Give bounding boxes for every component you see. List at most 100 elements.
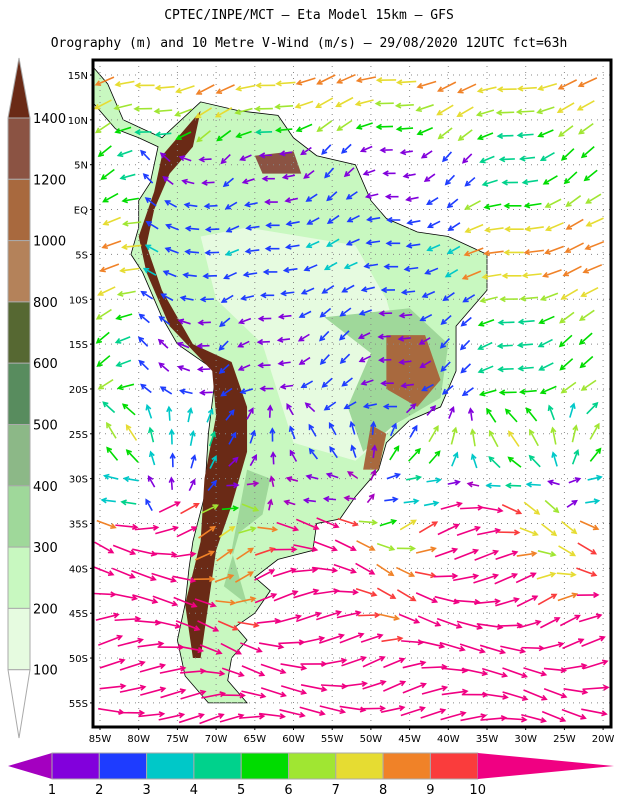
wind-arrow	[537, 593, 558, 606]
lon-tick-label: 70W	[205, 734, 228, 745]
wind-arrow	[426, 404, 437, 416]
wind-arrow	[93, 566, 115, 577]
wind-arrow	[440, 361, 451, 372]
wind-arrow	[284, 243, 300, 250]
wind-arrow	[508, 430, 520, 447]
wind-arrow	[476, 86, 497, 94]
wind-arrow	[398, 613, 421, 624]
wind-arrow	[362, 655, 386, 668]
wind-arrow	[140, 686, 167, 696]
wind-label: 3	[142, 783, 150, 798]
wind-arrow	[134, 82, 155, 89]
wind-arrow	[481, 179, 498, 187]
wind-arrow	[241, 665, 266, 677]
wind-arrow	[118, 709, 146, 717]
wind-arrow	[245, 224, 260, 231]
wind-arrow	[275, 80, 296, 87]
wind-arrow	[366, 216, 381, 223]
wind-arrow	[444, 268, 459, 278]
wind-arrow	[437, 523, 460, 536]
lat-tick-label: 20S	[69, 385, 88, 396]
wind-arrow	[564, 242, 584, 253]
wind-arrow	[285, 220, 300, 227]
wind-arrow	[485, 482, 501, 489]
wind-arrow	[582, 684, 610, 691]
wind-arrow	[537, 129, 554, 138]
wind-label: 5	[237, 783, 245, 798]
wind-arrow	[339, 330, 350, 341]
wind-arrow	[166, 405, 173, 421]
wind-arrow	[398, 312, 413, 319]
wind-arrow	[193, 575, 216, 583]
wind-arrow	[115, 523, 139, 530]
wind-arrow	[350, 444, 357, 458]
wind-arrow	[376, 542, 396, 552]
wind-arrow	[119, 660, 146, 671]
wind-arrow	[581, 708, 608, 717]
wind-arrow	[194, 550, 215, 561]
wind-arrow	[395, 125, 414, 133]
colorbar-swatch	[7, 117, 31, 180]
wind-arrow	[137, 640, 165, 648]
wind-arrow	[196, 130, 211, 143]
wind-label: 10	[469, 783, 486, 798]
wind-arrow	[273, 590, 299, 602]
wind-arrow	[122, 476, 139, 483]
map-frame	[91, 58, 613, 729]
wind-arrow	[215, 84, 235, 94]
wind-arrow	[400, 706, 426, 717]
wind-arrow	[319, 705, 347, 715]
wind-arrow	[131, 569, 157, 582]
wind-arrow	[516, 550, 538, 557]
wind-arrow	[561, 520, 578, 535]
wind-arrow	[581, 635, 606, 648]
wind-arrow	[234, 107, 253, 115]
wind-arrow	[326, 191, 338, 202]
lon-tick-label: 35W	[476, 734, 499, 745]
wind-arrow	[525, 481, 541, 488]
wind-arrow	[145, 403, 153, 419]
wind-arrow	[415, 592, 439, 604]
wind-arrow	[168, 476, 175, 490]
wind-arrow	[204, 226, 220, 233]
wind-arrow	[523, 667, 548, 677]
colorbar-swatch	[7, 362, 31, 426]
wind-arrow	[164, 200, 178, 208]
wind-arrow	[467, 407, 475, 421]
wind-arrow	[319, 330, 330, 342]
wind-arrow	[174, 108, 193, 117]
wind-arrow	[474, 549, 500, 561]
wind-arrow	[203, 202, 218, 210]
wind-arrow	[158, 362, 170, 372]
wind-arrow	[283, 499, 296, 506]
wind-arrow	[355, 122, 373, 130]
wind-arrow	[145, 498, 153, 511]
wind-arrow	[99, 263, 120, 273]
wind-arrow	[461, 667, 489, 677]
wind-arrow	[501, 504, 523, 515]
wind-arrow	[100, 168, 115, 180]
wind-arrow	[197, 620, 220, 632]
wind-label: 7	[332, 783, 340, 798]
wind-arrow	[320, 657, 348, 666]
lat-tick-label: 55S	[69, 699, 88, 710]
wind-arrow	[240, 642, 263, 653]
wind-arrow	[261, 175, 275, 182]
wind-arrow	[180, 502, 200, 515]
wind-arrow	[102, 216, 121, 226]
wind-arrow	[451, 451, 459, 467]
wind-arrow	[557, 79, 578, 90]
wind-arrow	[441, 688, 469, 696]
colorbar-swatch	[146, 752, 195, 780]
wind-arrow	[265, 222, 280, 229]
wind-arrow	[380, 705, 406, 713]
wind-arrow	[420, 150, 433, 159]
wind-arrow	[140, 383, 152, 394]
andes-mountains	[138, 110, 248, 659]
wind-arrow	[286, 403, 294, 416]
wind-arrow	[370, 420, 377, 436]
wind-arrow	[94, 76, 115, 87]
wind-arrow	[114, 80, 135, 88]
wind-arrow	[228, 456, 239, 467]
wind-arrow	[343, 401, 357, 410]
